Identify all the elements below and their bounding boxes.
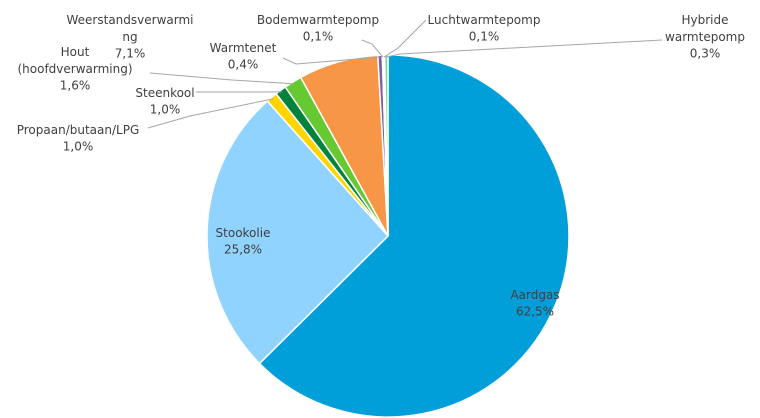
value-label: 1,0% xyxy=(63,140,94,154)
value-label: 0,4% xyxy=(228,58,259,72)
leader-line xyxy=(383,19,427,58)
pie-slice xyxy=(258,54,570,418)
value-label: 0,1% xyxy=(303,30,334,44)
value-label: 7,1% xyxy=(115,47,146,61)
category-label: Bodemwarmtepomp xyxy=(257,13,379,27)
category-label: Aardgas xyxy=(510,288,559,302)
pie-slice xyxy=(206,100,390,365)
value-label: 0,1% xyxy=(469,30,500,44)
category-label: Hout (hoofdverwarming) xyxy=(17,45,132,76)
value-label: 1,0% xyxy=(150,103,181,117)
category-label: Stookolie xyxy=(216,226,271,240)
leader-line xyxy=(149,72,294,85)
value-label: 25,8% xyxy=(224,243,262,257)
category-label: Propaan/butaan/LPG xyxy=(17,123,140,137)
leader-line xyxy=(361,39,384,58)
category-label: Steenkool xyxy=(135,86,194,100)
value-label: 0,3% xyxy=(690,47,721,61)
category-label: Weerstandsverwarmi ng xyxy=(67,13,194,44)
leader-line xyxy=(147,98,274,129)
value-label: 62,5% xyxy=(516,305,554,319)
leader-line xyxy=(282,56,381,65)
value-label: 1,6% xyxy=(60,79,91,93)
leader-line xyxy=(386,39,663,58)
category-label: Luchtwarmtepomp xyxy=(428,13,541,27)
category-label: Hybride warmtepomp xyxy=(665,13,745,44)
category-label: Warmtenet xyxy=(210,41,277,55)
